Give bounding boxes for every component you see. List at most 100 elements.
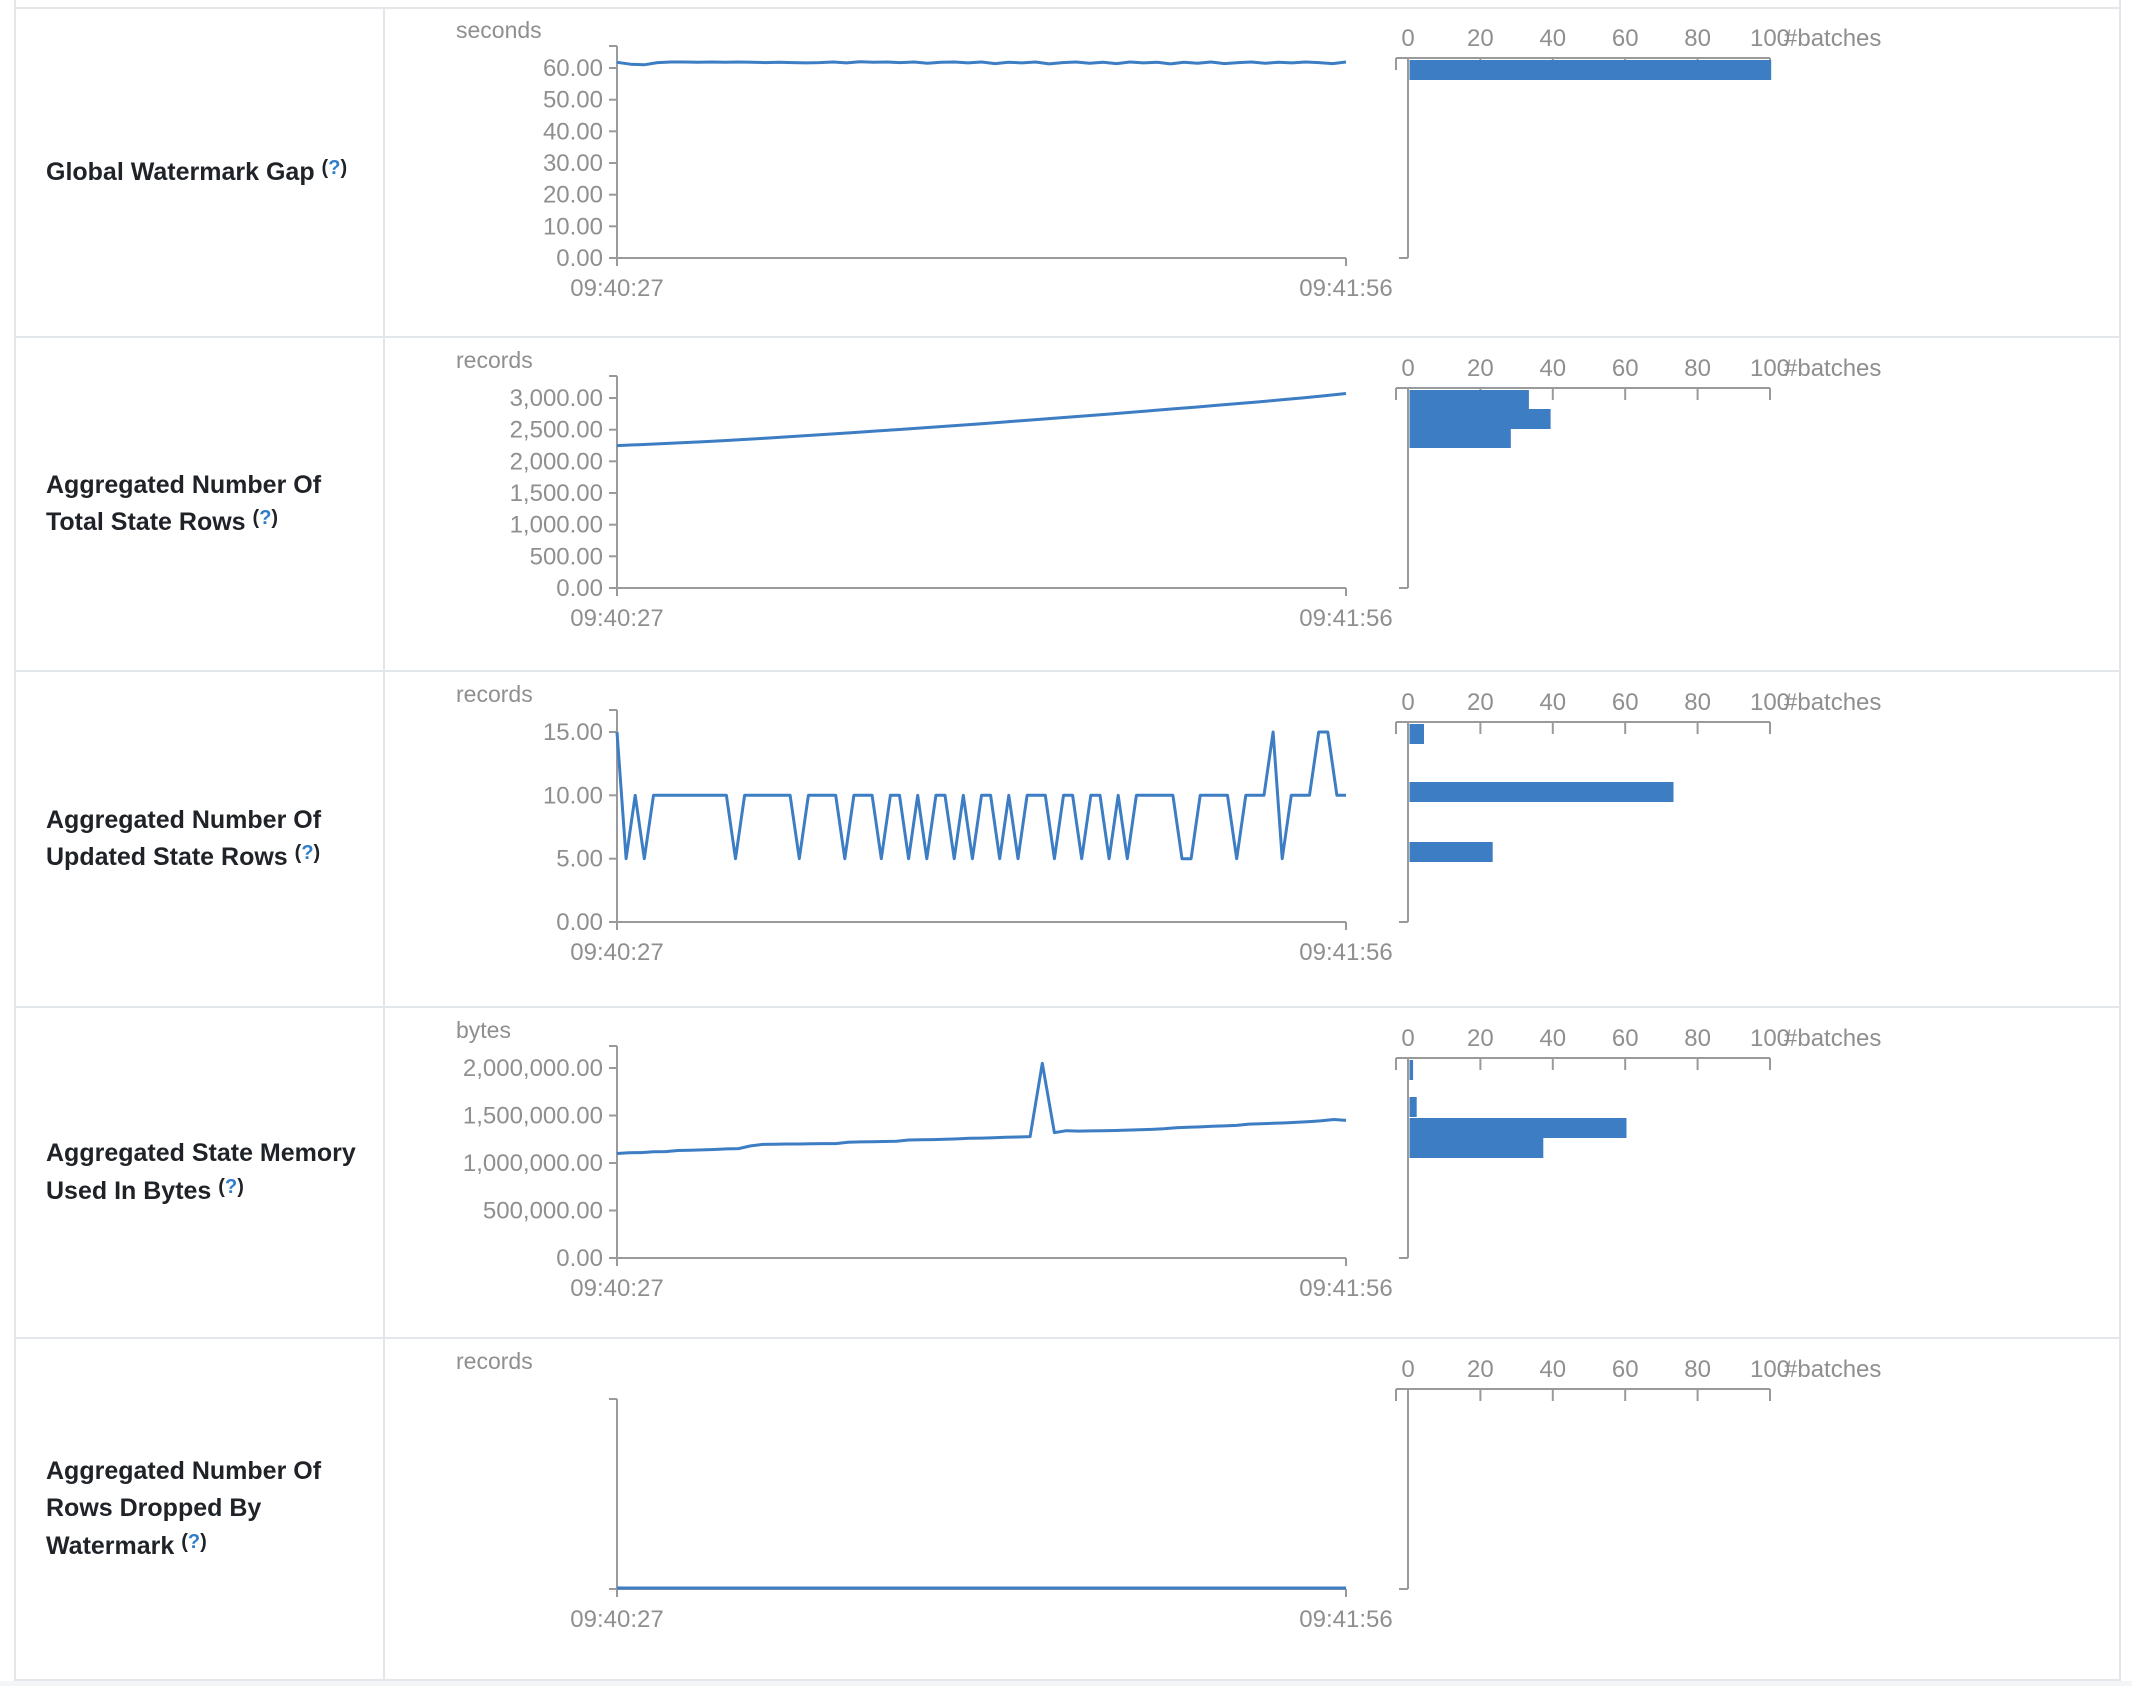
hist-axis-label: #batches [1784,1025,1881,1052]
hist-tick-label: 20 [1467,355,1494,382]
hist-tick-label: 0 [1401,1025,1414,1052]
x-tick-label-end: 09:41:56 [1299,605,1392,632]
y-tick-label: 0.00 [556,245,603,272]
hist-tick-label: 100 [1750,689,1790,716]
question-mark-icon: ? [224,1175,238,1198]
hist-tick-label: 100 [1750,1025,1790,1052]
y-tick-label: 500,000.00 [483,1198,603,1225]
hist-tick-label: 60 [1612,1025,1639,1052]
y-tick-label: 1,500,000.00 [463,1103,603,1130]
divider [14,336,2121,338]
hist-tick-label: 20 [1467,689,1494,716]
hist-tick-label: 40 [1539,25,1566,52]
histogram-bar [1409,1118,1627,1138]
hist-tick-label: 80 [1684,355,1711,382]
question-mark-icon: ? [301,842,314,864]
timeline-unit-label: records [456,681,533,707]
page-background-strip [0,1681,2132,1686]
histogram-bar [1409,409,1551,429]
y-tick-label: 0.00 [556,1245,603,1272]
hist-axis-label: #batches [1784,355,1881,382]
hist-tick-label: 60 [1612,25,1639,52]
timeline-series [615,730,1346,861]
timeline-unit-label: seconds [456,17,542,43]
hist-axis-label: #batches [1784,25,1881,52]
hist-tick-label: 80 [1684,689,1711,716]
divider [14,0,16,1681]
help-link[interactable]: (?) [181,1530,207,1553]
histogram-bar [1409,1138,1544,1158]
histogram-bar [1409,60,1772,80]
histogram-chart: 0 20 40 60 80 100#batches [1395,1025,1881,1259]
hist-tick-label: 60 [1612,689,1639,716]
table-row: Aggregated Number Of Total State Rows (?… [16,338,382,670]
help-link[interactable]: (?) [294,842,321,864]
y-tick-label: 30.00 [543,150,603,177]
y-tick-label: 5.00 [556,846,603,873]
divider [14,1337,2121,1339]
timeline-chart: bytes 2,000,000.00 1,500,000.00 1,000,000.0… [456,1017,1393,1302]
y-tick-label: 0.00 [556,909,603,936]
x-tick-label-end: 09:41:56 [1299,939,1392,966]
hist-tick-label: 20 [1467,25,1494,52]
x-tick-label-end: 09:41:56 [1299,275,1392,302]
y-tick-label: 10.00 [543,213,603,240]
table-row: Aggregated Number Of Rows Dropped By Wat… [16,1339,382,1679]
histogram-bar [1409,1097,1417,1117]
metric-label-text: Aggregated Number Of Updated State Rows [46,805,322,872]
timeline-chart: records 09:40:27 09:41:56 [456,1348,1393,1633]
question-mark-icon: ? [259,507,272,529]
divider [2119,0,2121,1681]
histogram-bar [1409,390,1529,410]
divider [14,670,2121,672]
divider [14,1006,2121,1008]
hist-tick-label: 0 [1401,1356,1414,1383]
histogram-bar [1409,782,1674,802]
y-tick-label: 500.00 [530,543,603,570]
hist-tick-label: 80 [1684,1356,1711,1383]
y-tick-label: 50.00 [543,87,603,114]
divider [14,7,2121,9]
y-tick-label: 20.00 [543,182,603,209]
y-tick-label: 2,000.00 [510,448,603,475]
metric-label-rows-dropped-by-watermark: Aggregated Number Of Rows Dropped By Wat… [46,1453,364,1566]
hist-tick-label: 40 [1539,1356,1566,1383]
hist-tick-label: 100 [1750,25,1790,52]
hist-tick-label: 60 [1612,1356,1639,1383]
hist-axis-label: #batches [1784,689,1881,716]
help-link[interactable]: (?) [218,1175,244,1198]
histogram-bar [1409,428,1511,448]
hist-tick-label: 0 [1401,689,1414,716]
histogram-chart: 0 20 40 60 80 100#batches [1395,1356,1881,1590]
help-link[interactable]: (?) [252,507,279,529]
y-tick-label: 0.00 [556,575,603,602]
x-tick-label-start: 09:40:27 [570,1275,663,1302]
timeline-unit-label: records [456,1348,533,1374]
histogram-bar [1409,842,1493,862]
hist-tick-label: 60 [1612,355,1639,382]
y-tick-label: 60.00 [543,55,603,82]
x-tick-label-start: 09:40:27 [570,275,663,302]
timeline-unit-label: bytes [456,1017,511,1043]
help-link[interactable]: (?) [321,156,348,179]
histogram-chart: 0 20 40 60 80 100#batches [1395,25,1881,259]
y-tick-label: 1,500.00 [510,480,603,507]
hist-tick-label: 100 [1750,355,1790,382]
y-tick-label: 10.00 [543,782,603,809]
hist-tick-label: 100 [1750,1356,1790,1383]
histogram-bar [1409,724,1424,744]
x-tick-label-end: 09:41:56 [1299,1606,1392,1633]
metric-label-text: Aggregated Number Of Total State Rows [46,470,322,537]
hist-tick-label: 40 [1539,689,1566,716]
divider [383,7,385,1681]
hist-tick-label: 80 [1684,25,1711,52]
y-tick-label: 2,000,000.00 [463,1055,603,1082]
histogram-chart: 0 20 40 60 80 100#batches [1395,689,1881,923]
y-tick-label: 15.00 [543,719,603,746]
x-tick-label-start: 09:40:27 [570,939,663,966]
histogram-chart: 0 20 40 60 80 100#batches [1395,355,1881,589]
timeline-chart: records 3,000.00 2,500.00 2,000.00 1,500.00 1… [456,347,1393,632]
hist-tick-label: 20 [1467,1025,1494,1052]
x-tick-label-start: 09:40:27 [570,605,663,632]
